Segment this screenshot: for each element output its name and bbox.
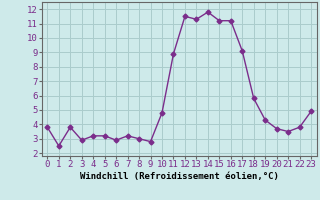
X-axis label: Windchill (Refroidissement éolien,°C): Windchill (Refroidissement éolien,°C): [80, 172, 279, 181]
